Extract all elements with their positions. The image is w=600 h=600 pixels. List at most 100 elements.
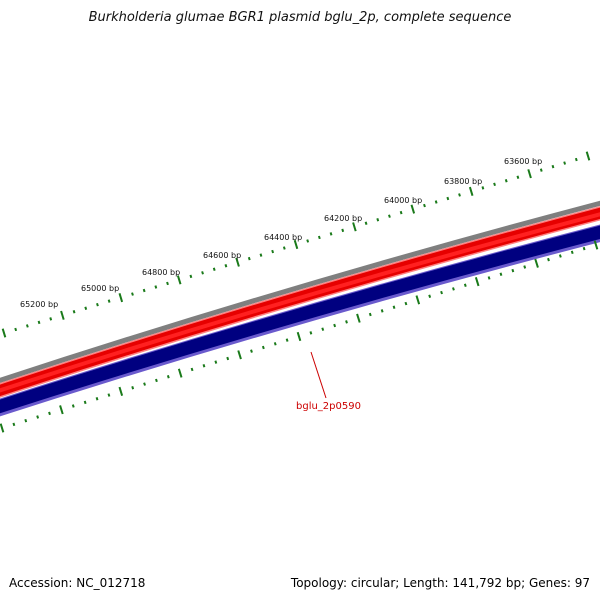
topology-summary: Topology: circular; Length: 141,792 bp; … bbox=[290, 576, 590, 590]
outer-major-tick bbox=[118, 293, 124, 303]
outer-minor-tick bbox=[271, 249, 275, 254]
inner-minor-tick bbox=[333, 323, 337, 328]
inner-minor-tick bbox=[380, 309, 384, 313]
outer-minor-tick bbox=[189, 274, 193, 279]
outer-minor-tick bbox=[516, 175, 520, 179]
inner-minor-tick bbox=[570, 250, 574, 255]
inner-minor-tick bbox=[582, 246, 586, 251]
accession-text: Accession: NC_012718 bbox=[9, 576, 146, 590]
inner-minor-tick bbox=[48, 411, 51, 416]
inner-minor-tick bbox=[83, 400, 87, 405]
inner-minor-tick bbox=[155, 378, 158, 383]
outer-major-tick bbox=[410, 204, 416, 214]
inner-major-tick bbox=[59, 405, 64, 415]
inner-minor-tick bbox=[404, 301, 408, 306]
inner-minor-tick bbox=[107, 393, 111, 397]
inner-minor-tick bbox=[487, 276, 491, 280]
outer-major-tick bbox=[235, 257, 240, 267]
outer-minor-tick bbox=[154, 285, 158, 289]
outer-minor-tick bbox=[131, 292, 134, 296]
map-title: Burkholderia glumae BGR1 plasmid bglu_2p… bbox=[88, 10, 512, 25]
outer-minor-tick bbox=[49, 317, 53, 321]
inner-minor-tick bbox=[321, 327, 325, 331]
outer-minor-tick bbox=[493, 182, 496, 187]
inner-minor-tick bbox=[523, 265, 527, 269]
outer-minor-tick bbox=[96, 302, 99, 307]
ruler-label-63800: 63800 bp bbox=[444, 177, 482, 186]
inner-minor-tick bbox=[452, 287, 455, 291]
inner-major-tick bbox=[296, 331, 302, 342]
ruler-label-65200: 65200 bp bbox=[20, 300, 58, 309]
outer-minor-tick bbox=[224, 264, 228, 268]
gene-label-bglu-2p0590: bglu_2p0590 bbox=[296, 401, 361, 412]
outer-minor-tick bbox=[247, 256, 251, 261]
outer-major-tick bbox=[468, 186, 474, 196]
ruler-label-64200: 64200 bp bbox=[324, 214, 362, 223]
ruler-label-65000: 65000 bp bbox=[81, 284, 119, 293]
outer-minor-tick bbox=[166, 281, 169, 286]
inner-minor-tick bbox=[273, 342, 277, 346]
outer-minor-tick bbox=[329, 232, 333, 236]
outer-major-tick bbox=[293, 239, 299, 250]
outer-tick-ring bbox=[1, 151, 591, 338]
gene-callout-line bbox=[310, 351, 327, 399]
outer-minor-tick bbox=[539, 168, 543, 172]
inner-minor-tick bbox=[71, 404, 75, 408]
inner-minor-tick bbox=[190, 367, 194, 372]
outer-minor-tick bbox=[399, 210, 403, 215]
ruler-label-64800: 64800 bp bbox=[142, 268, 180, 277]
inner-minor-tick bbox=[250, 349, 253, 353]
inner-tick-ring bbox=[0, 240, 599, 433]
outer-minor-tick bbox=[142, 288, 146, 293]
inner-major-tick bbox=[415, 295, 421, 305]
outer-minor-tick bbox=[212, 267, 216, 272]
outer-minor-tick bbox=[504, 179, 508, 183]
inner-minor-tick bbox=[428, 294, 432, 298]
outer-minor-tick bbox=[107, 299, 111, 303]
inner-minor-tick bbox=[285, 338, 289, 342]
outer-major-tick bbox=[1, 328, 7, 338]
inner-minor-tick bbox=[131, 386, 135, 390]
inner-minor-tick bbox=[202, 364, 206, 368]
inner-minor-tick bbox=[309, 331, 313, 335]
inner-minor-tick bbox=[345, 320, 348, 324]
inner-major-tick bbox=[177, 368, 183, 378]
inner-minor-tick bbox=[214, 360, 218, 364]
inner-minor-tick bbox=[547, 257, 550, 262]
ruler-label-64000: 64000 bp bbox=[384, 196, 422, 205]
outer-minor-tick bbox=[37, 320, 41, 325]
inner-minor-tick bbox=[511, 268, 515, 273]
outer-minor-tick bbox=[563, 161, 567, 165]
inner-major-tick bbox=[474, 277, 480, 287]
inner-minor-tick bbox=[261, 345, 265, 350]
outer-minor-tick bbox=[481, 186, 485, 190]
inner-major-tick bbox=[356, 313, 361, 323]
inner-minor-tick bbox=[463, 283, 467, 287]
outer-minor-tick bbox=[84, 306, 88, 310]
reverse-strand-ring bbox=[0, 225, 600, 414]
outer-minor-tick bbox=[376, 217, 380, 222]
outer-minor-tick bbox=[434, 200, 438, 204]
inner-minor-tick bbox=[558, 254, 562, 258]
inner-minor-tick bbox=[392, 305, 396, 309]
outer-minor-tick bbox=[446, 196, 450, 201]
outer-major-tick bbox=[585, 151, 591, 161]
outer-minor-tick bbox=[14, 327, 18, 332]
outer-major-tick bbox=[352, 222, 357, 232]
inner-major-tick bbox=[593, 240, 599, 250]
outer-minor-tick bbox=[574, 157, 578, 162]
outer-minor-tick bbox=[201, 271, 204, 275]
outer-minor-tick bbox=[341, 228, 345, 233]
outer-minor-tick bbox=[72, 310, 76, 314]
inner-minor-tick bbox=[95, 396, 99, 401]
inner-minor-tick bbox=[226, 356, 230, 361]
inner-minor-tick bbox=[12, 422, 16, 427]
outer-minor-tick bbox=[551, 164, 555, 169]
inner-minor-tick bbox=[166, 375, 170, 379]
outer-major-tick bbox=[176, 275, 182, 285]
inner-minor-tick bbox=[24, 418, 28, 423]
inner-minor-tick bbox=[368, 312, 372, 317]
inner-minor-tick bbox=[440, 290, 443, 295]
inner-major-tick bbox=[118, 386, 124, 396]
